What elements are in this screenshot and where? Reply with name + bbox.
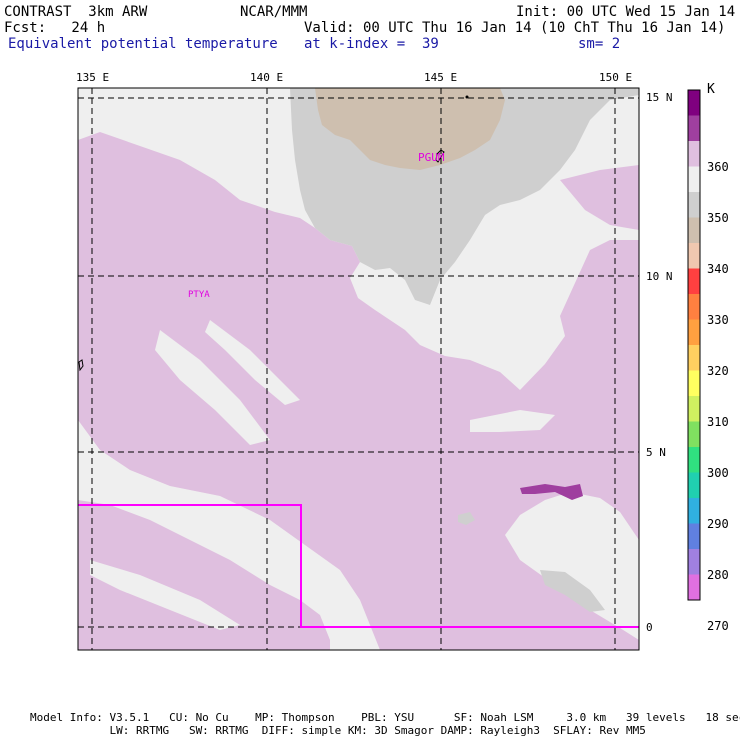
lon-label-135: 135 E: [76, 71, 110, 84]
model-info-line2: LW: RRTMG SW: RRTMG DIFF: simple KM: 3D …: [30, 724, 646, 737]
colorbar-swatch: [688, 217, 700, 243]
white-streak-4: [90, 560, 240, 630]
palau-coastline: [78, 359, 84, 372]
colorbar-label: 290: [707, 517, 729, 531]
colorbar-unit: K: [707, 82, 715, 97]
purple-blob: [520, 484, 583, 500]
field-name: Equivalent potential temperature: [8, 36, 278, 52]
valid-time: Valid: 00 UTC Thu 16 Jan 14 (10 ChT Thu …: [304, 20, 726, 36]
colorbar-swatch: [688, 345, 700, 371]
colorbar-label: 360: [707, 160, 729, 174]
colorbar-swatch: [688, 192, 700, 218]
colorbar-label: 270: [707, 619, 729, 633]
model-info-line1: Model Info: V3.5.1 CU: No Cu MP: Thompso…: [30, 711, 740, 724]
white-streak-2: [205, 320, 300, 405]
lat-label-15n: 15 N: [646, 91, 673, 104]
colorbar-swatch: [688, 574, 700, 600]
colorbar-label: 300: [707, 466, 729, 480]
colorbar-label: 350: [707, 211, 729, 225]
lon-label-140: 140 E: [250, 71, 284, 84]
colorbar-swatch: [688, 498, 700, 524]
colorbar-swatch: [688, 166, 700, 192]
map-frame: [77, 87, 640, 651]
colorbar-frame: [687, 89, 701, 601]
station-label-ptya: PTYA: [188, 290, 210, 300]
station-label-pgum: PGUM: [418, 151, 445, 164]
colorbar-swatch: [688, 294, 700, 320]
colorbar-label: 320: [707, 364, 729, 378]
colorbar-label: 310: [707, 415, 729, 429]
colorbar-label: 340: [707, 262, 729, 276]
tan-region: [315, 88, 505, 170]
colorbar-swatch: [688, 141, 700, 167]
colorbar-swatch: [688, 268, 700, 294]
colorbar-swatch: [688, 115, 700, 141]
colorbar-label: 280: [707, 568, 729, 582]
colorbar-swatch: [688, 472, 700, 498]
colorbar-swatch: [688, 243, 700, 269]
pink-region-mid-right: [560, 165, 639, 230]
colorbar-swatch: [688, 90, 700, 116]
colorbar-label: 330: [707, 313, 729, 327]
colorbar-swatch: [688, 421, 700, 447]
white-streak-1: [155, 330, 270, 445]
guam-coastline: [435, 149, 445, 163]
lat-label-0: 0: [646, 621, 653, 634]
gray-region-south: [540, 570, 605, 612]
forecast-hour: Fcst: 24 h: [4, 20, 106, 36]
init-time: Init: 00 UTC Wed 15 Jan 14: [516, 4, 736, 20]
model-title: CONTRAST 3km ARW: [4, 4, 148, 20]
gray-blob: [458, 512, 475, 525]
level-label: at k-index = 39: [304, 36, 439, 52]
colorbar-swatch: [688, 396, 700, 422]
lat-label-10n: 10 N: [646, 270, 673, 283]
white-streak-3: [470, 410, 555, 432]
colorbar-swatch: [688, 370, 700, 396]
colorbar-swatch: [688, 549, 700, 575]
lat-label-5n: 5 N: [646, 446, 666, 459]
lon-label-145: 145 E: [424, 71, 458, 84]
smoothing-label: sm= 2: [578, 36, 621, 52]
institution-label: NCAR/MMM: [240, 4, 308, 20]
colorbar-swatch: [688, 319, 700, 345]
pink-region-main: [78, 132, 639, 650]
island-dot: [465, 95, 469, 99]
lon-label-150: 150 E: [599, 71, 633, 84]
colorbar-swatch: [688, 523, 700, 549]
subdomain-box: [78, 504, 639, 628]
colorbar-swatch: [688, 447, 700, 473]
